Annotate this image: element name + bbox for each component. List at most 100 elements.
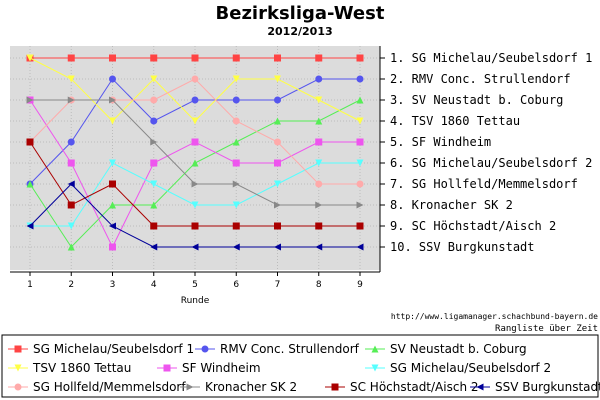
data-point: [356, 180, 364, 188]
legend-label: SG Michelau/Seubelsdorf 1: [33, 342, 194, 356]
data-point: [232, 201, 240, 209]
legend-marker: [14, 383, 22, 391]
data-point: [67, 75, 75, 83]
legend-item: SSV Burgkunstadt: [470, 380, 600, 394]
x-tick-label: 2: [68, 280, 74, 290]
x-tick-label: 9: [357, 280, 363, 290]
legend-label: SC Höchstadt/Aisch 2: [350, 380, 479, 394]
series: [26, 96, 364, 209]
data-point: [67, 180, 75, 188]
data-point: [274, 222, 281, 230]
data-point: [67, 222, 75, 230]
data-point: [274, 180, 281, 188]
data-point: [191, 243, 199, 251]
rank-label: 2. RMV Conc. Strullendorf: [390, 72, 571, 86]
data-point: [26, 138, 34, 146]
data-point: [109, 159, 116, 167]
data-point: [274, 138, 281, 146]
series: [26, 180, 364, 251]
chart-subtitle: 2012/2013: [267, 25, 332, 38]
footer-caption: Rangliste über Zeit: [495, 324, 598, 334]
data-point: [191, 138, 199, 146]
data-point: [315, 117, 323, 125]
data-point: [315, 243, 323, 251]
legend-marker: [14, 364, 22, 372]
data-point: [232, 138, 240, 146]
data-point: [67, 159, 75, 167]
data-point: [315, 201, 323, 209]
data-point: [356, 117, 364, 125]
data-point: [67, 243, 75, 251]
legend-marker: [163, 364, 171, 372]
data-point: [232, 159, 240, 167]
data-point: [150, 96, 158, 104]
data-point: [315, 222, 323, 230]
data-point: [274, 201, 281, 209]
legend-item: RMV Conc. Strullendorf: [195, 342, 360, 356]
data-point: [356, 75, 364, 83]
legend-marker: [371, 345, 379, 353]
data-point: [26, 180, 34, 188]
data-point: [191, 222, 199, 230]
series-layer: [26, 54, 364, 251]
data-point: [191, 75, 199, 83]
legend-marker: [186, 383, 194, 391]
data-point: [26, 222, 34, 230]
data-point: [356, 54, 364, 62]
data-point: [356, 201, 364, 209]
legend-marker: [331, 383, 339, 391]
rank-label: 7. SG Hollfeld/Memmelsdorf: [390, 177, 578, 191]
grid: [10, 46, 380, 270]
data-point: [150, 201, 158, 209]
data-point: [274, 75, 281, 83]
legend-marker: [476, 383, 484, 391]
x-tick-label: 8: [316, 280, 322, 290]
data-point: [191, 96, 199, 104]
legend-marker: [14, 345, 22, 353]
legend-item: SC Höchstadt/Aisch 2: [325, 380, 479, 394]
data-point: [109, 222, 116, 230]
data-point: [315, 54, 323, 62]
data-point: [356, 138, 364, 146]
data-point: [67, 138, 75, 146]
x-tick-label: 3: [110, 280, 116, 290]
legend-item: SG Hollfeld/Memmelsdorf: [8, 380, 186, 394]
data-point: [356, 96, 364, 104]
data-point: [274, 159, 281, 167]
data-point: [356, 159, 364, 167]
rank-label: 3. SV Neustadt b. Coburg: [390, 93, 563, 107]
data-point: [26, 54, 34, 62]
data-point: [109, 75, 116, 83]
data-point: [150, 54, 158, 62]
legend-label: Kronacher SK 2: [205, 380, 297, 394]
data-point: [191, 159, 199, 167]
data-point: [150, 159, 158, 167]
data-point: [232, 117, 240, 125]
legend-label: RMV Conc. Strullendorf: [220, 342, 360, 356]
data-point: [191, 54, 199, 62]
data-point: [232, 222, 240, 230]
series: [26, 75, 364, 188]
x-tick-label: 6: [233, 280, 239, 290]
data-point: [315, 138, 323, 146]
data-point: [109, 117, 116, 125]
x-axis-label: Runde: [181, 296, 210, 306]
data-point: [274, 54, 281, 62]
data-point: [150, 180, 158, 188]
data-point: [274, 117, 281, 125]
legend-marker: [201, 345, 209, 353]
data-point: [232, 243, 240, 251]
data-point: [109, 180, 116, 188]
data-point: [232, 180, 240, 188]
data-point: [67, 54, 75, 62]
legend-box: [1, 334, 599, 398]
data-point: [232, 75, 240, 83]
x-tick-label: 5: [192, 280, 198, 290]
legend-label: SG Michelau/Seubelsdorf 2: [390, 361, 551, 375]
rank-label: 5. SF Windheim: [390, 135, 491, 149]
legend-label: SG Hollfeld/Memmelsdorf: [33, 380, 186, 394]
series: [26, 96, 364, 251]
data-point: [67, 201, 75, 209]
data-point: [150, 117, 158, 125]
